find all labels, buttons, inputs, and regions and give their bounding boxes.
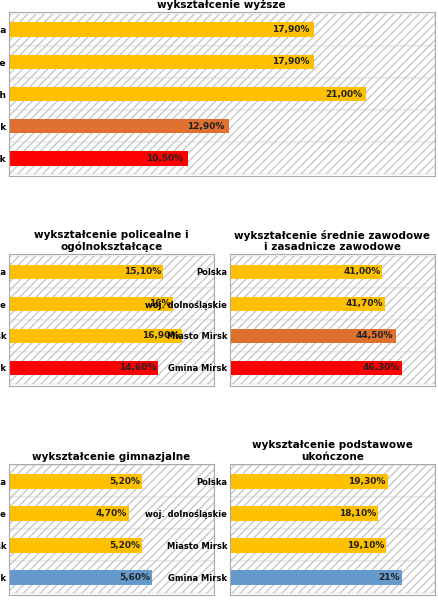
Title: wykształcenie policealne i
ogólnokształcące: wykształcenie policealne i ogólnokształc…	[34, 230, 188, 252]
Bar	[230, 570, 401, 585]
Text: 21,00%: 21,00%	[325, 90, 361, 99]
Bar	[230, 264, 381, 279]
Title: wykształcenie gimnazjalne: wykształcenie gimnazjalne	[32, 451, 190, 462]
Text: 19,30%: 19,30%	[348, 477, 385, 486]
Text: 46,30%: 46,30%	[362, 364, 399, 373]
Bar	[230, 498, 434, 529]
Bar	[9, 352, 213, 384]
Text: 15,10%: 15,10%	[124, 267, 161, 276]
Bar	[9, 151, 187, 166]
Bar	[9, 55, 313, 69]
Bar	[230, 474, 387, 489]
Bar	[9, 119, 228, 133]
Bar	[230, 329, 395, 343]
Bar	[9, 78, 434, 110]
Bar	[9, 529, 213, 561]
Bar	[9, 570, 152, 585]
Bar	[9, 538, 141, 552]
Text: 16,90%: 16,90%	[142, 331, 179, 340]
Bar	[9, 14, 434, 46]
Bar	[9, 297, 172, 311]
Text: 21%: 21%	[378, 573, 399, 582]
Bar	[9, 506, 129, 520]
Text: 10,50%: 10,50%	[146, 154, 183, 163]
Bar	[230, 361, 401, 375]
Bar	[9, 142, 434, 174]
Bar	[9, 465, 213, 498]
Text: 5,20%: 5,20%	[109, 541, 139, 550]
Bar	[9, 288, 213, 320]
Bar	[9, 87, 366, 102]
Title: wykształcenie podstawowe
ukończone: wykształcenie podstawowe ukończone	[251, 440, 412, 462]
Bar	[230, 256, 434, 288]
Text: 5,60%: 5,60%	[119, 573, 150, 582]
Bar	[9, 561, 213, 593]
Bar	[9, 22, 313, 37]
Text: 4,70%: 4,70%	[95, 509, 127, 518]
Text: 44,50%: 44,50%	[355, 331, 392, 340]
Text: 19,10%: 19,10%	[346, 541, 383, 550]
Text: 16%: 16%	[148, 299, 170, 308]
Bar	[230, 538, 385, 552]
Bar	[9, 110, 434, 142]
Bar	[9, 264, 163, 279]
Text: 41,70%: 41,70%	[345, 299, 382, 308]
Bar	[230, 529, 434, 561]
Bar	[9, 361, 158, 375]
Bar	[9, 46, 434, 78]
Bar	[230, 352, 434, 384]
Title: wykształcenie wyższe: wykształcenie wyższe	[157, 0, 285, 10]
Text: 17,90%: 17,90%	[271, 57, 309, 66]
Bar	[230, 297, 384, 311]
Bar	[9, 498, 213, 529]
Text: 14,60%: 14,60%	[119, 364, 156, 373]
Bar	[230, 506, 377, 520]
Text: 18,10%: 18,10%	[338, 509, 375, 518]
Bar	[9, 320, 213, 352]
Bar	[230, 561, 434, 593]
Text: 41,00%: 41,00%	[343, 267, 380, 276]
Bar	[230, 320, 434, 352]
Title: wykształcenie średnie zawodowe
i zasadnicze zawodowe: wykształcenie średnie zawodowe i zasadni…	[234, 230, 429, 252]
Text: 12,90%: 12,90%	[187, 122, 224, 131]
Bar	[230, 288, 434, 320]
Text: 17,90%: 17,90%	[271, 25, 309, 34]
Bar	[230, 465, 434, 498]
Bar	[9, 474, 141, 489]
Bar	[9, 256, 213, 288]
Text: 5,20%: 5,20%	[109, 477, 139, 486]
Bar	[9, 329, 181, 343]
